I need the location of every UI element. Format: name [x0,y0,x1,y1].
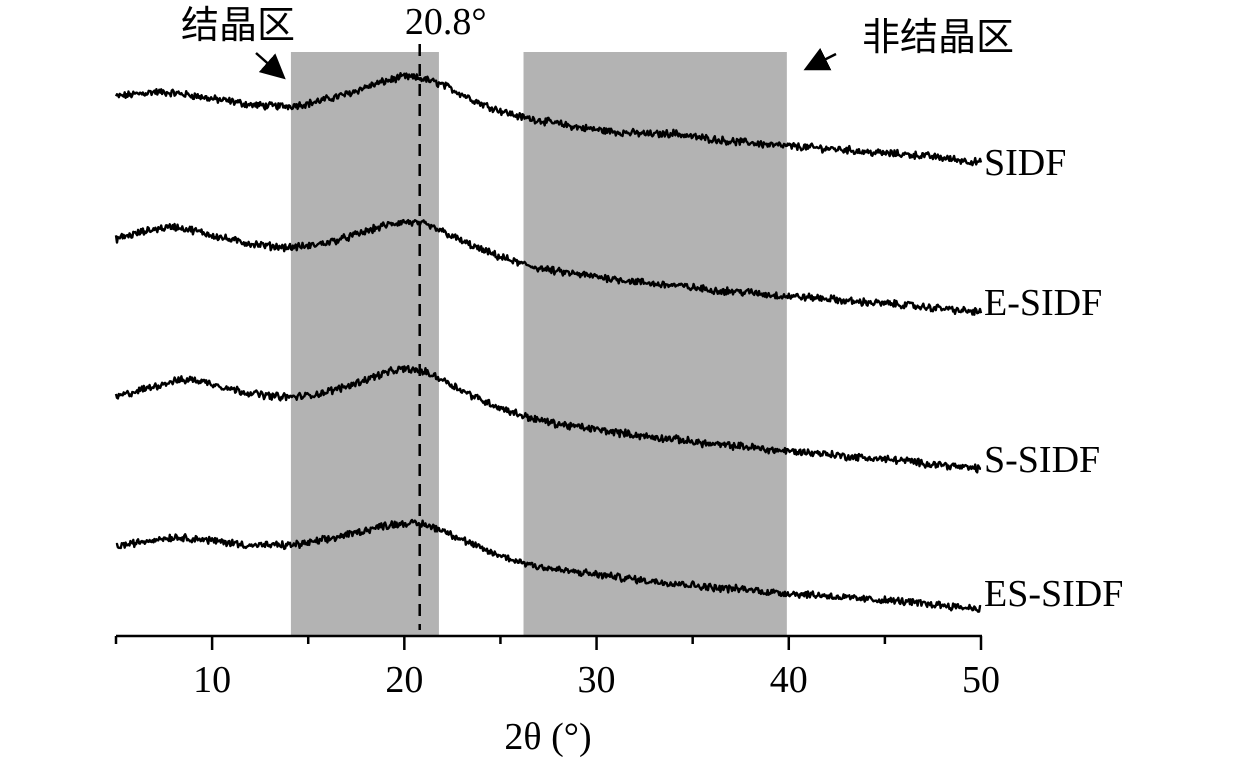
shaded-region-2 [523,52,787,636]
x-tick-label: 30 [578,659,616,701]
arrow-crystalline [255,52,286,80]
series-label-sidf: SIDF [984,142,1066,184]
series-trace-e-sidf [114,218,983,316]
series-trace-sidf [114,72,983,167]
series-label-e-sidf: E-SIDF [984,282,1102,324]
series-label-s-sidf: S-SIDF [984,439,1100,481]
series-trace-s-sidf [114,364,982,474]
series-label-es-sidf: ES-SIDF [984,573,1123,615]
series-labels: SIDF E-SIDF S-SIDF ES-SIDF [984,142,1123,615]
region-annotations: 结晶区 非结晶区 [181,5,1014,80]
series-trace-es-sidf [115,518,982,613]
x-axis-label: 2θ (°) [504,716,591,758]
arrow-amorphous [803,47,837,71]
x-tick-label: 50 [962,659,1000,701]
x-axis: 10 20 30 40 50 [114,634,1000,701]
region-label-crystalline: 结晶区 [181,5,295,47]
x-tick-label: 10 [193,659,231,701]
x-tick-label: 20 [385,659,423,701]
shaded-region-1 [290,52,439,636]
shaded-regions [290,52,787,636]
series-traces [114,72,983,613]
region-label-amorphous: 非结晶区 [862,17,1014,59]
reference-line-group: 20.8° [405,1,487,630]
x-tick-label: 40 [770,659,808,701]
reference-line-label: 20.8° [405,1,487,43]
